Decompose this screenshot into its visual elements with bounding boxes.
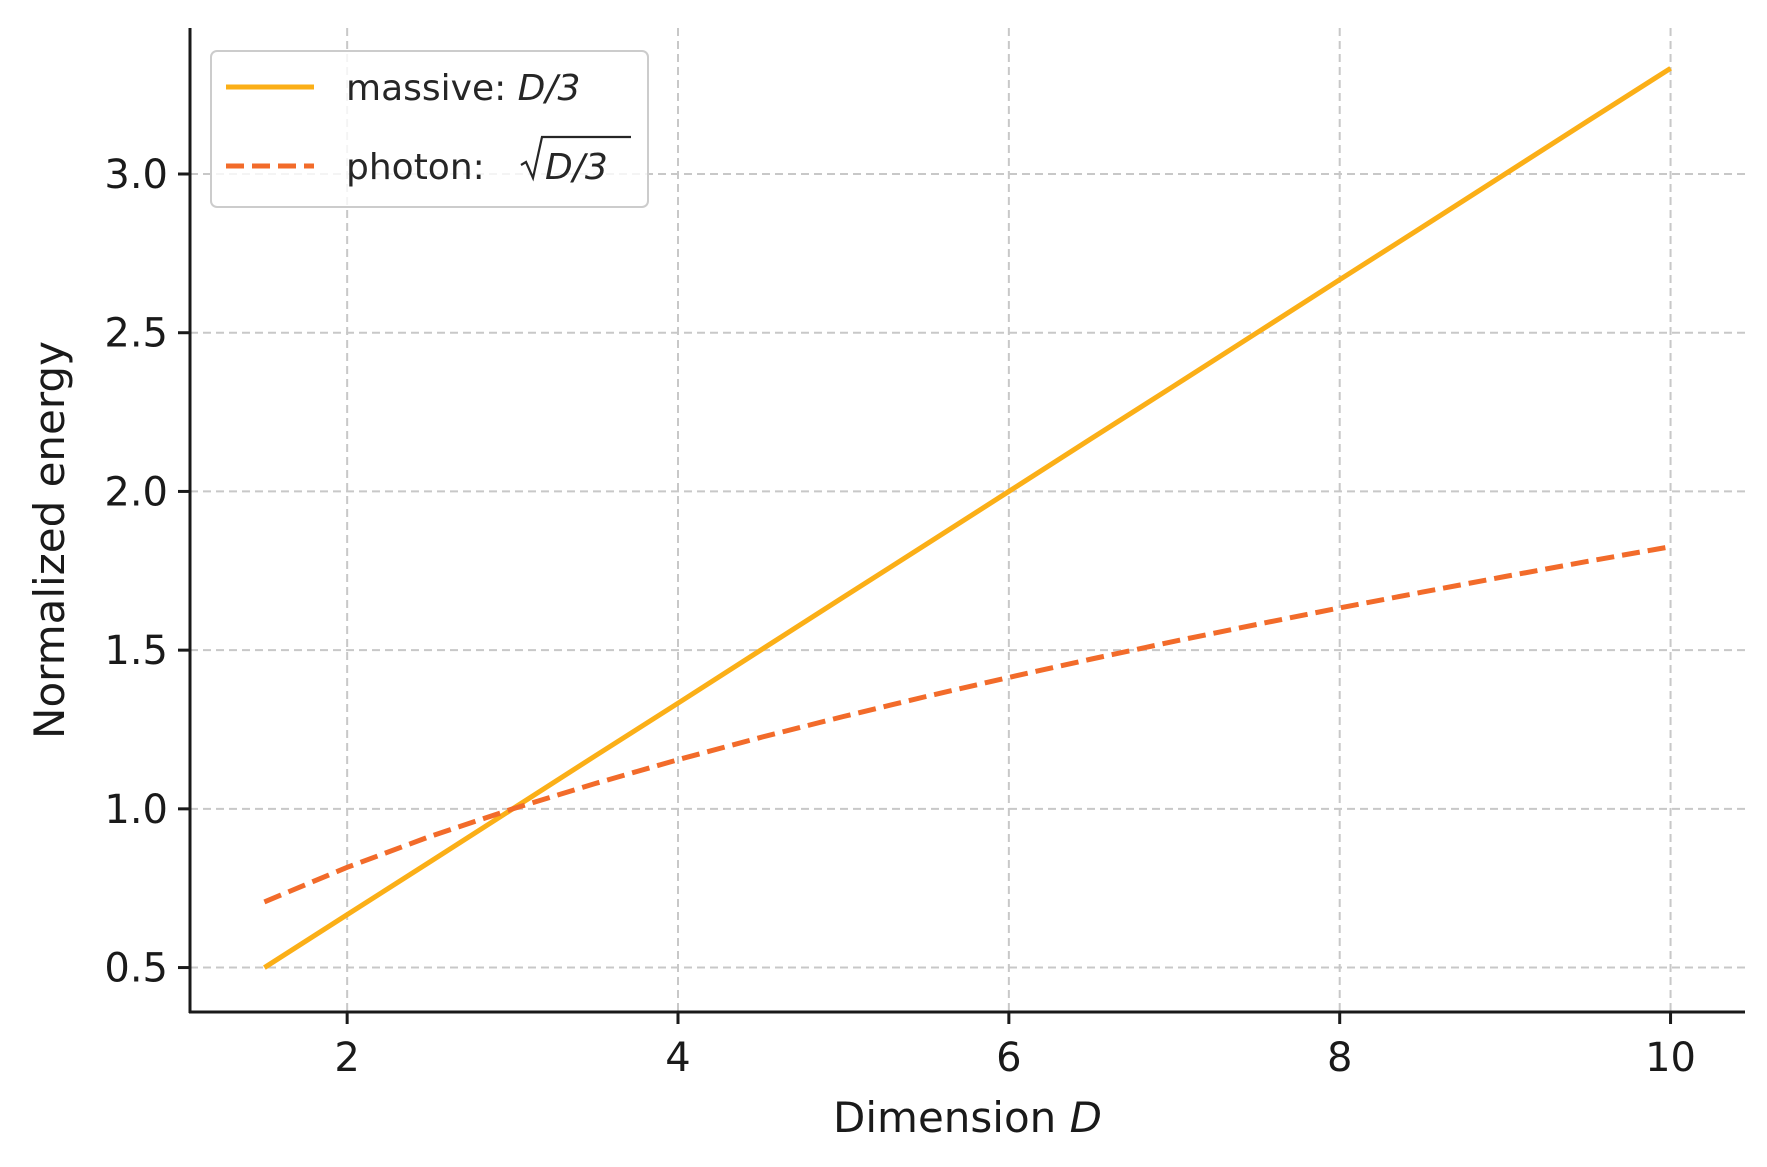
legend-label-massive: massive: D/3 (346, 68, 580, 109)
y-tick-label: 1.5 (104, 628, 168, 674)
y-tick-label: 2.0 (104, 469, 168, 515)
y-axis-title: Normalized energy (25, 341, 74, 739)
x-axis-title-text: Dimension (833, 1093, 1070, 1142)
legend-entry-photon: photon: D/3 (226, 135, 631, 188)
legend-label-massive-prefix: massive: (346, 68, 518, 109)
y-tick-label: 1.0 (104, 787, 168, 833)
grid (190, 28, 1745, 1012)
legend-entry-massive: massive: D/3 (226, 68, 580, 109)
x-axis-title: Dimension D (833, 1093, 1102, 1142)
x-tick-label: 10 (1645, 1035, 1696, 1081)
y-tick-label: 2.5 (104, 311, 168, 357)
x-tick-label: 2 (334, 1035, 359, 1081)
y-tick-label: 3.0 (104, 152, 168, 198)
legend-label-massive-math: D/3 (518, 68, 581, 109)
series-line-massive (263, 66, 1672, 970)
legend-label-photon-math: D/3 (545, 147, 608, 188)
y-tick-label: 0.5 (104, 946, 168, 992)
legend: massive: D/3 photon: D/3 (210, 50, 649, 208)
x-tick-label: 8 (1327, 1035, 1352, 1081)
series-layer (263, 66, 1672, 970)
sqrt-radical-sign (520, 135, 631, 182)
x-axis-title-variable: D (1070, 1093, 1102, 1142)
axes (188, 28, 1745, 1014)
ticks: 2 4 6 8 10 0.5 1.0 1.5 2.0 2.5 3.0 (104, 152, 1696, 1081)
series-line-photon (263, 544, 1672, 905)
x-tick-label: 6 (996, 1035, 1021, 1081)
legend-label-photon-prefix: photon: (346, 147, 485, 188)
x-tick-label: 4 (665, 1035, 690, 1081)
legend-frame (210, 50, 649, 208)
